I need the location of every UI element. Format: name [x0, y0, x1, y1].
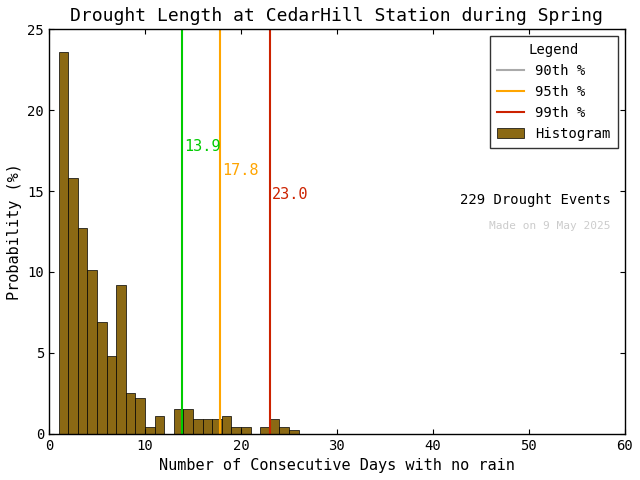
Text: 23.0: 23.0 — [271, 187, 308, 202]
Bar — [155, 416, 164, 433]
Y-axis label: Probability (%): Probability (%) — [7, 163, 22, 300]
Bar — [68, 178, 78, 433]
Bar — [269, 419, 279, 433]
Bar — [174, 409, 184, 433]
Text: 17.8: 17.8 — [222, 163, 259, 178]
Bar — [78, 228, 88, 433]
Bar — [136, 398, 145, 433]
Bar — [97, 322, 107, 433]
Bar — [203, 419, 212, 433]
Bar — [88, 270, 97, 433]
Bar — [59, 52, 68, 433]
Bar — [193, 419, 203, 433]
Bar — [222, 416, 232, 433]
Bar — [212, 419, 222, 433]
Bar — [260, 427, 269, 433]
Bar — [289, 431, 298, 433]
Legend: 90th %, 95th %, 99th %, Histogram: 90th %, 95th %, 99th %, Histogram — [490, 36, 618, 148]
Bar — [107, 356, 116, 433]
Text: 13.9: 13.9 — [184, 139, 221, 154]
Bar — [126, 393, 136, 433]
Text: Made on 9 May 2025: Made on 9 May 2025 — [489, 221, 611, 231]
Bar — [116, 285, 126, 433]
Bar — [279, 427, 289, 433]
Bar — [241, 427, 251, 433]
Bar — [232, 427, 241, 433]
Bar — [145, 427, 155, 433]
X-axis label: Number of Consecutive Days with no rain: Number of Consecutive Days with no rain — [159, 458, 515, 473]
Bar — [184, 409, 193, 433]
Title: Drought Length at CedarHill Station during Spring: Drought Length at CedarHill Station duri… — [70, 7, 604, 25]
Text: 229 Drought Events: 229 Drought Events — [460, 193, 611, 207]
